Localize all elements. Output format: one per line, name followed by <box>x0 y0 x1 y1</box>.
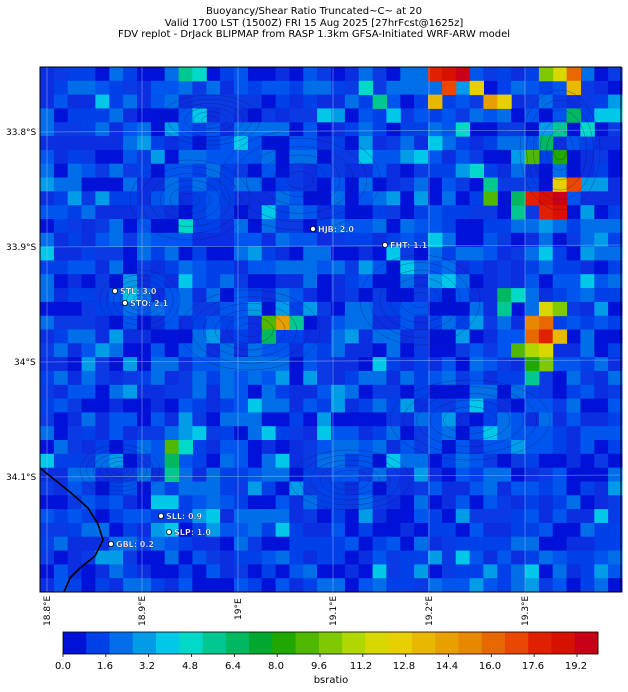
terrain-contours <box>79 89 601 511</box>
colorbar-swatch <box>458 632 483 654</box>
coastline <box>39 467 104 593</box>
colorbar-tick-label: 9.6 <box>311 661 327 672</box>
lon-label-19.2: 19.2°E <box>425 595 435 626</box>
station-label: STL: 3.0 <box>120 287 157 296</box>
colorbar-tick-label: 6.4 <box>225 661 241 672</box>
colorbar-swatch <box>109 632 134 654</box>
colorbar-tick-label: 19.2 <box>564 661 588 672</box>
colorbar-tick-label: 1.6 <box>97 661 113 672</box>
colorbar-tick-label: 11.2 <box>349 661 373 672</box>
station-marker <box>122 299 129 306</box>
colorbar-swatch <box>318 632 343 654</box>
colorbar-swatch <box>551 632 576 654</box>
station-label: SLP: 1.0 <box>174 528 211 537</box>
lat-label-34.1: 34.1°S <box>6 473 37 483</box>
colorbar-swatch <box>295 632 320 654</box>
lat-label-33.9: 33.9°S <box>6 243 37 253</box>
lon-label-19.1: 19.1°E <box>329 595 339 626</box>
colorbar-swatch <box>504 632 529 654</box>
colorbar-tick-label: 0.0 <box>55 661 71 672</box>
lon-label-19.0: 19°E <box>234 598 244 620</box>
lat-lon-grid <box>39 67 622 592</box>
station-marker <box>381 241 388 248</box>
colorbar-tick-label: 17.6 <box>521 661 545 672</box>
map-frame: HJB: 2.0 FHT: 1.1 STL: 3.0 STO: 2.1 SLL: 0.9… <box>39 66 623 593</box>
colorbar-swatch <box>156 632 180 654</box>
colorbar-swatch <box>202 632 227 654</box>
colorbar-swatch <box>63 632 87 654</box>
colorbar-swatch <box>342 632 366 654</box>
colorbar-swatch <box>272 632 297 654</box>
lat-label-34.0: 34°S <box>14 358 36 368</box>
station-label: FHT: 1.1 <box>390 241 428 250</box>
colorbar-swatch <box>435 632 459 654</box>
lon-label-18.8: 18.8°E <box>43 595 53 626</box>
lon-label-18.9: 18.9°E <box>138 595 148 626</box>
colorbar-tick-label: 4.8 <box>182 661 198 672</box>
colorbar-swatch <box>86 632 110 654</box>
colorbar-swatch <box>249 632 273 654</box>
station-label: GBL: 0.2 <box>116 540 154 549</box>
station-label: HJB: 2.0 <box>318 225 354 234</box>
colorbar-swatch <box>411 632 436 654</box>
map-source: FDV replot - DrJack BLIPMAP from RASP 1.… <box>117 29 511 40</box>
map-title: Buoyancy/Shear Ratio Truncated~C~ at 20 <box>206 6 422 17</box>
colorbar-swatch <box>481 632 506 654</box>
colorbar-tick-label: 8.0 <box>268 661 284 672</box>
colorbar-swatch <box>132 632 157 654</box>
colorbar-tick-label: 12.8 <box>392 661 416 672</box>
colorbar-swatch <box>574 632 599 654</box>
colorbar-label: bsratio <box>313 675 349 686</box>
station-marker <box>108 541 115 548</box>
colorbar-swatch <box>388 632 413 654</box>
lat-label-33.8: 33.8°S <box>6 128 37 138</box>
station-label: STO: 2.1 <box>130 299 169 308</box>
colorbar-swatch <box>365 632 390 654</box>
station-marker <box>165 529 172 536</box>
colorbar-tick-label: 16.0 <box>478 661 502 672</box>
colorbar-swatch <box>225 632 250 654</box>
colorbar-swatch <box>528 632 552 654</box>
station-marker <box>309 225 316 232</box>
lon-label-19.3: 19.3°E <box>521 595 531 626</box>
map-valid-time: Valid 1700 LST (1500Z) FRI 15 Aug 2025 [… <box>164 18 464 29</box>
colorbar <box>62 631 599 657</box>
station-label: SLL: 0.9 <box>166 512 203 521</box>
station-marker <box>157 513 164 520</box>
colorbar-tick-label: 3.2 <box>139 661 155 672</box>
colorbar-tick-label: 14.4 <box>435 661 459 672</box>
station-marker <box>112 287 119 294</box>
colorbar-swatch <box>179 632 203 654</box>
bsratio-raster <box>40 67 623 593</box>
